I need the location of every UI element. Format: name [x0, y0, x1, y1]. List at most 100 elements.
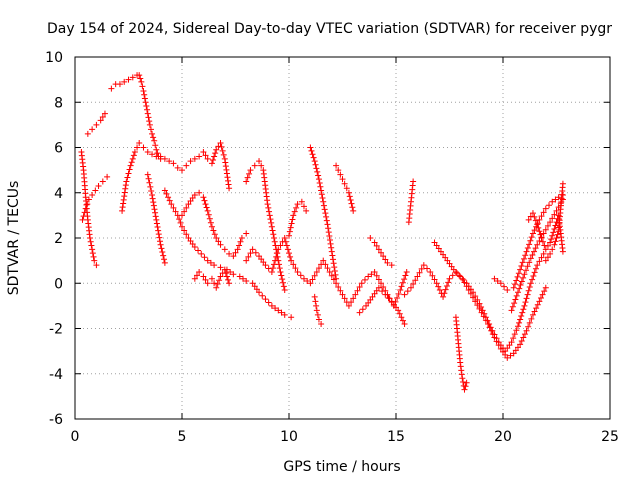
data-point-interp	[520, 334, 527, 341]
data-point	[208, 275, 215, 282]
data-point	[138, 78, 145, 85]
data-point	[221, 266, 228, 273]
data-point-interp	[513, 327, 520, 334]
data-point-interp	[398, 314, 405, 321]
grid	[75, 57, 610, 419]
data-point-interp	[201, 254, 208, 261]
data-point-interp	[398, 283, 405, 290]
data-point	[559, 248, 566, 255]
data-point	[525, 216, 532, 223]
data-point-interp	[310, 154, 317, 161]
data-point-interp	[350, 295, 357, 302]
data-point	[375, 246, 382, 253]
data-point	[470, 289, 477, 296]
data-point-interp	[280, 283, 287, 290]
data-point-interp	[429, 272, 436, 279]
data-point	[243, 178, 250, 185]
series-arc-5	[119, 139, 233, 214]
data-point-interp	[147, 183, 154, 190]
data-point-interp	[211, 280, 218, 287]
data-point-interp	[520, 274, 527, 281]
data-point-interp	[318, 187, 325, 194]
data-point-interp	[282, 238, 289, 245]
data-point-interp	[509, 303, 516, 310]
data-point-interp	[525, 323, 532, 330]
data-point	[187, 158, 194, 165]
data-point	[149, 151, 156, 158]
data-point-interp	[534, 301, 541, 308]
data-point	[542, 205, 549, 212]
data-point-interp	[523, 295, 530, 302]
data-point-interp	[146, 179, 153, 186]
data-point	[339, 291, 346, 298]
data-point-interp	[212, 150, 219, 157]
data-point	[140, 87, 147, 94]
data-point-interp	[529, 251, 536, 258]
data-point	[200, 273, 207, 280]
data-point	[553, 207, 560, 214]
data-point-interp	[537, 231, 544, 238]
data-point-interp	[518, 263, 525, 270]
data-point-interp	[553, 235, 560, 241]
data-point-interp	[536, 238, 543, 245]
data-point-interp	[156, 238, 163, 245]
data-point-interp	[211, 231, 218, 238]
data-point-interp	[141, 95, 148, 102]
data-point-interp	[280, 279, 287, 286]
series-arc-1	[78, 149, 100, 269]
data-point-interp	[404, 288, 411, 295]
data-point	[226, 280, 233, 287]
series-arc-20	[431, 239, 547, 355]
data-point-interp	[401, 276, 408, 283]
data-point-interp	[283, 242, 290, 249]
data-point-interp	[511, 331, 518, 338]
series-arc-25	[542, 180, 566, 264]
data-point	[440, 293, 447, 300]
data-point-interp	[382, 256, 389, 263]
y-tick-label: 10	[45, 50, 63, 66]
data-point	[407, 284, 414, 291]
data-point-interp	[278, 272, 285, 279]
data-point-interp	[122, 182, 129, 189]
data-point	[333, 275, 340, 282]
data-point-interp	[246, 170, 253, 177]
data-point	[281, 235, 288, 241]
data-point-interp	[144, 106, 151, 113]
data-point-interp	[222, 159, 229, 166]
data-point	[369, 293, 376, 300]
data-point-interp	[324, 265, 331, 272]
data-point	[161, 155, 168, 162]
data-point-interp	[530, 273, 537, 280]
data-point-interp	[467, 286, 474, 293]
data-point	[144, 171, 151, 178]
data-point-interp	[210, 227, 217, 234]
data-point-interp	[237, 238, 244, 245]
data-point-interp	[371, 290, 378, 297]
data-point-interp	[549, 246, 556, 253]
data-point-interp	[552, 222, 559, 229]
data-point	[151, 137, 158, 144]
data-point-interp	[329, 252, 336, 259]
data-point	[547, 239, 554, 246]
data-point-interp	[220, 151, 227, 158]
data-point	[427, 268, 434, 275]
data-point-interp	[474, 296, 481, 303]
data-point-interp	[458, 371, 465, 378]
data-point-interp	[163, 190, 170, 197]
data-point-interp	[531, 248, 538, 255]
data-point-interp	[396, 310, 403, 317]
data-point-interp	[331, 267, 338, 274]
data-point	[104, 173, 111, 180]
data-point-interp	[323, 213, 330, 220]
data-point-interp	[506, 342, 513, 349]
data-point-interp	[520, 255, 527, 262]
data-point-interp	[511, 300, 518, 307]
data-point-interp	[521, 331, 528, 338]
data-point	[191, 275, 198, 282]
data-point	[108, 85, 115, 92]
data-point-interp	[166, 197, 173, 204]
data-point	[234, 246, 241, 253]
data-point	[318, 320, 325, 327]
data-point-interp	[269, 265, 276, 272]
